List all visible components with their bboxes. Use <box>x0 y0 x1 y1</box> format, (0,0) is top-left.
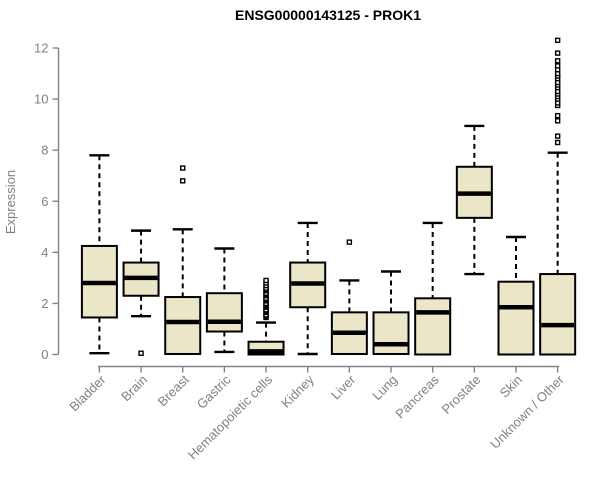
x-tick-label: Prostate <box>439 372 484 417</box>
boxplot-lung <box>372 270 410 355</box>
x-tick-label-group: Pancreas <box>392 372 442 422</box>
outlier-point <box>138 350 144 356</box>
boxplot-gastric <box>205 247 243 354</box>
chart-title: ENSG00000143125 - PROK1 <box>235 7 421 23</box>
x-tick-label-group: Liver <box>328 372 359 403</box>
boxes-layer <box>80 37 577 356</box>
boxplot-liver <box>330 239 368 355</box>
x-tick-label-group: Bladder <box>66 372 109 415</box>
outlier-point <box>180 165 186 171</box>
y-tick-label: 8 <box>41 143 48 158</box>
x-tick-label: Brain <box>118 372 150 404</box>
outlier-point <box>554 139 561 146</box>
iqr-box <box>164 296 202 355</box>
y-tick-label: 0 <box>41 347 48 362</box>
x-tick-label: Skin <box>497 372 525 400</box>
outlier-point <box>554 63 561 69</box>
x-tick-label: Breast <box>155 372 192 409</box>
x-tick-label: Kidney <box>278 372 317 411</box>
x-tick-label-group: Prostate <box>439 372 484 417</box>
y-tick-label: 2 <box>41 296 48 311</box>
iqr-box <box>205 292 243 333</box>
x-tick-label: Bladder <box>66 372 109 415</box>
outlier-point <box>554 50 561 56</box>
iqr-box <box>497 280 535 356</box>
outlier-point <box>180 178 186 184</box>
boxplot-pancreas <box>414 221 452 356</box>
x-tick-label: Gastric <box>194 372 234 412</box>
outlier-point <box>554 37 561 44</box>
boxplot-hematopoietic-cells <box>247 277 285 356</box>
outlier-point <box>554 133 561 139</box>
boxplot-unknown-other <box>539 37 577 356</box>
outlier-point <box>554 118 561 124</box>
boxplot-breast <box>164 165 202 355</box>
x-tick-label-group: Kidney <box>278 372 317 411</box>
x-tick-label: Unknown / Other <box>487 372 567 452</box>
x-tick-label-group: Lung <box>369 372 400 403</box>
x-tick-label: Lung <box>369 372 400 403</box>
x-tick-label-group: Gastric <box>194 372 234 412</box>
iqr-box <box>414 297 452 356</box>
outlier-point <box>554 112 561 119</box>
x-tick-label: Liver <box>328 372 359 403</box>
y-tick-label: 12 <box>34 41 48 56</box>
outlier-point <box>346 239 353 245</box>
boxplot-bladder <box>80 154 118 355</box>
y-tick-label: 4 <box>41 245 48 260</box>
x-tick-label-group: Unknown / Other <box>487 372 567 452</box>
y-tick-label: 6 <box>41 194 48 209</box>
x-tick-label: Pancreas <box>392 372 442 422</box>
iqr-box <box>372 311 410 355</box>
x-tick-label-group: Brain <box>118 372 150 404</box>
boxplot-prostate <box>455 124 493 276</box>
x-tick-label-group: Breast <box>155 372 192 409</box>
outlier-point <box>263 277 269 284</box>
outlier-point <box>554 58 561 64</box>
y-axis-title: Expression <box>3 170 18 234</box>
boxplot-skin <box>497 235 535 356</box>
x-tick-label-group: Skin <box>497 372 525 400</box>
boxplot-brain <box>122 229 160 356</box>
boxplot-kidney <box>289 221 327 356</box>
y-tick-label: 10 <box>34 92 48 107</box>
iqr-box <box>539 273 577 356</box>
